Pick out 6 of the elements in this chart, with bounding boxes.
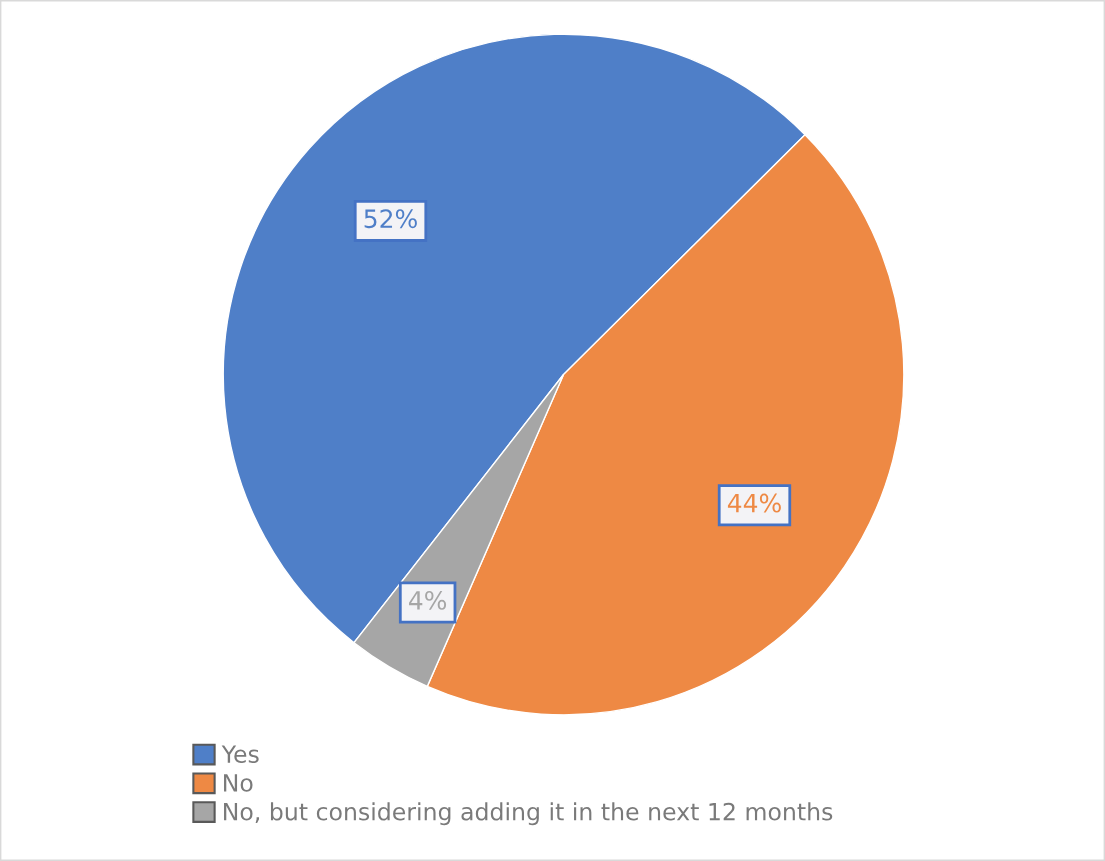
data-label: 4% xyxy=(409,590,447,610)
legend-label: No xyxy=(224,774,253,792)
legend-label: Yes xyxy=(221,745,259,764)
data-label: 44% xyxy=(727,493,781,513)
legend-label: No, but considering adding it in the next 12 months xyxy=(224,802,833,826)
data-label: 52% xyxy=(364,209,417,229)
